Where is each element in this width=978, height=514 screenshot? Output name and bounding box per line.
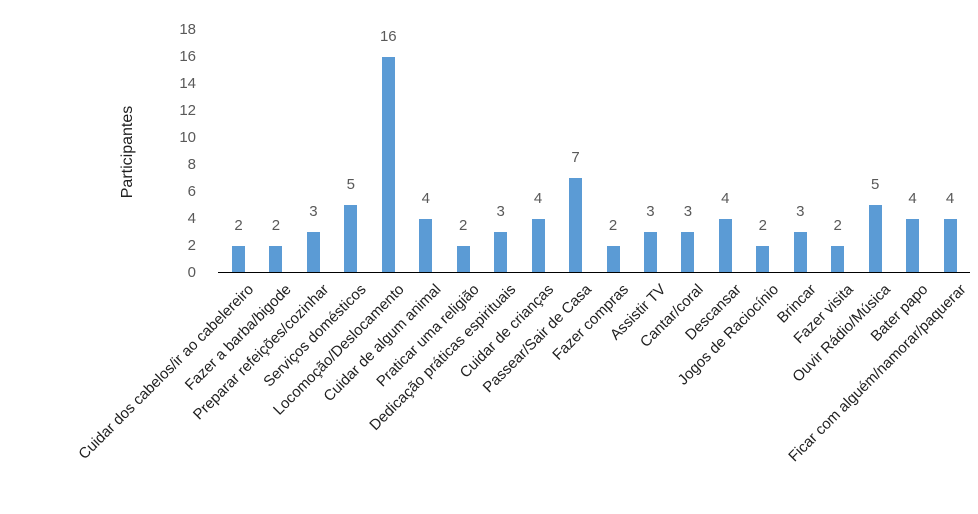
y-tick-label: 2 [187, 236, 196, 254]
bar-value-label: 2 [459, 216, 468, 234]
bar [906, 218, 920, 273]
y-tick-label: 8 [187, 155, 196, 173]
bar [531, 218, 545, 273]
y-tick-label: 18 [179, 20, 196, 38]
bar [831, 245, 845, 273]
y-tick-label: 16 [179, 47, 196, 65]
bar [456, 245, 470, 273]
y-tick-label: 0 [187, 263, 196, 281]
bar [232, 245, 245, 273]
bar-value-label: 7 [571, 149, 580, 167]
bar-value-label: 4 [533, 189, 543, 207]
bar-value-label: 4 [721, 189, 730, 207]
bar [793, 232, 807, 273]
bar [344, 205, 358, 273]
bar-value-label: 3 [496, 203, 505, 221]
bar [718, 218, 732, 273]
bar [643, 232, 657, 273]
bar-value-label: 3 [309, 203, 318, 221]
bar-value-label: 2 [758, 216, 767, 234]
bar [419, 218, 433, 273]
bar-value-label: 2 [833, 216, 842, 234]
bar [943, 218, 957, 273]
bar [381, 56, 395, 273]
bar [494, 232, 508, 273]
x-axis-line [218, 271, 970, 274]
y-tick-label: 4 [187, 209, 196, 227]
bar [681, 232, 695, 273]
bar-value-label: 3 [683, 203, 693, 221]
y-tick-label: 14 [179, 74, 196, 92]
bar-value-label: 2 [608, 216, 618, 234]
bar [606, 245, 620, 273]
bar-value-label: 4 [908, 189, 917, 207]
bar [868, 205, 882, 273]
y-axis-title: Participantes [119, 105, 136, 199]
y-tick-label: 12 [179, 101, 196, 119]
bar-value-label: 3 [796, 203, 805, 221]
bar-value-label: 5 [870, 176, 880, 194]
bar-value-label: 16 [379, 27, 397, 45]
bar-value-label: 2 [271, 216, 281, 234]
y-tick-label: 6 [187, 182, 196, 200]
bar-value-label: 4 [945, 189, 955, 207]
bar [306, 232, 320, 273]
bar [756, 245, 770, 273]
bar-value-label: 2 [234, 216, 243, 234]
bar-value-label: 4 [421, 189, 430, 207]
y-tick-label: 10 [179, 128, 196, 146]
bar-value-label: 5 [346, 176, 356, 194]
bar [269, 245, 283, 273]
bar [569, 178, 583, 273]
bar-value-label: 3 [646, 203, 655, 221]
